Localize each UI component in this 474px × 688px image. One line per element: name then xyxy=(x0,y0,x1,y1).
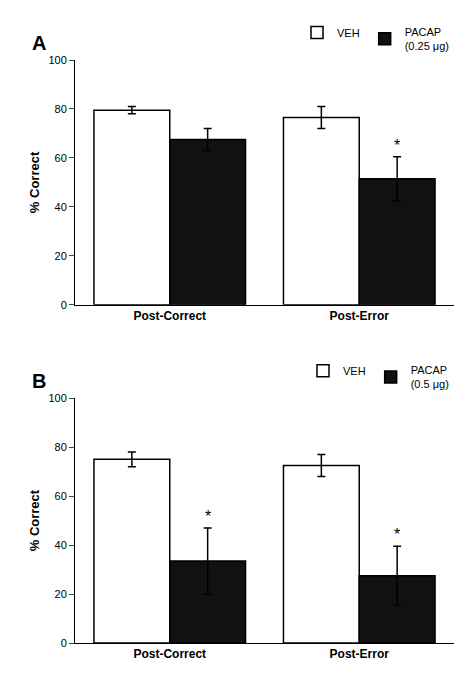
svg-text:20: 20 xyxy=(55,588,67,600)
svg-text:% Correct: % Correct xyxy=(27,489,42,551)
svg-text:A: A xyxy=(32,32,46,54)
svg-text:20: 20 xyxy=(55,250,67,262)
svg-text:Post-Correct: Post-Correct xyxy=(133,647,206,661)
svg-text:*: * xyxy=(205,508,211,525)
svg-text:60: 60 xyxy=(55,152,67,164)
svg-text:40: 40 xyxy=(55,539,67,551)
svg-text:PACAP(0.25 μg): PACAP(0.25 μg) xyxy=(405,26,449,52)
svg-text:60: 60 xyxy=(55,490,67,502)
svg-text:*: * xyxy=(394,526,400,543)
svg-text:80: 80 xyxy=(55,103,67,115)
svg-text:0: 0 xyxy=(61,299,67,311)
svg-text:40: 40 xyxy=(55,201,67,213)
svg-text:VEH: VEH xyxy=(337,27,360,39)
svg-text:*: * xyxy=(394,137,400,154)
svg-text:Post-Error: Post-Error xyxy=(330,647,390,661)
svg-text:PACAP(0.5 μg): PACAP(0.5 μg) xyxy=(411,364,449,390)
svg-text:B: B xyxy=(32,370,46,392)
svg-text:Post-Error: Post-Error xyxy=(330,309,390,323)
svg-text:100: 100 xyxy=(48,392,66,404)
svg-text:80: 80 xyxy=(55,441,67,453)
svg-text:% Correct: % Correct xyxy=(27,151,42,213)
svg-text:100: 100 xyxy=(48,54,66,66)
svg-text:0: 0 xyxy=(61,637,67,649)
svg-text:Post-Correct: Post-Correct xyxy=(133,309,206,323)
svg-text:VEH: VEH xyxy=(343,365,366,377)
